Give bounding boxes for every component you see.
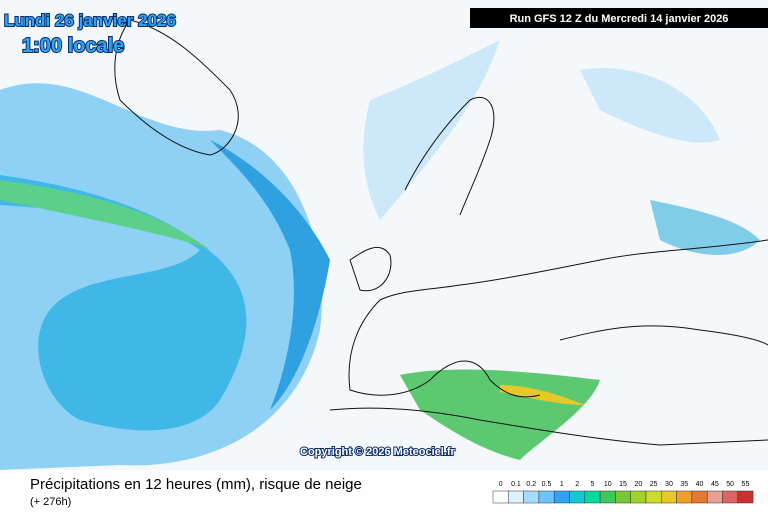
- precip-area: [650, 200, 760, 255]
- legend-label: 50: [726, 481, 734, 488]
- precip-area: [500, 385, 585, 405]
- legend-label: 2: [575, 481, 579, 488]
- copyright: Copyright © 2026 Meteociel.fr: [300, 446, 456, 458]
- legend-label: 0.5: [542, 481, 552, 488]
- legend-swatch: [706, 490, 723, 504]
- precip-area: [363, 40, 500, 220]
- coastlines: [114, 19, 768, 446]
- legend-label: 25: [650, 481, 658, 488]
- legend-swatch: [661, 490, 677, 504]
- legend-swatch: [676, 490, 693, 504]
- map-date: Lundi 26 janvier 2026: [4, 11, 176, 30]
- legend-label: 30: [665, 481, 673, 488]
- precip-area: [400, 369, 600, 460]
- caption-subtitle: (+ 276h): [30, 496, 71, 508]
- legend-swatch: [615, 490, 631, 504]
- legend-swatch: [722, 490, 739, 504]
- legend-label: 35: [680, 481, 688, 488]
- legend-swatch: [569, 490, 586, 504]
- run-box: [470, 8, 768, 28]
- legend-label: 10: [604, 481, 612, 488]
- legend-swatch: [538, 490, 555, 504]
- legend-label: 5: [590, 481, 594, 488]
- legend-swatch: [508, 490, 524, 504]
- precip-area: [580, 68, 720, 143]
- legend-label: 0.1: [511, 481, 521, 488]
- map: [0, 0, 768, 471]
- legend-label: 55: [742, 481, 750, 488]
- precip-area: [210, 140, 330, 410]
- legend-swatch: [737, 490, 754, 504]
- legend-label: 40: [696, 481, 704, 488]
- legend-swatch: [630, 490, 647, 504]
- legend-label: 20: [634, 481, 642, 488]
- caption-title: Précipitations en 12 heures (mm), risque…: [30, 476, 362, 493]
- legend-swatch: [645, 490, 662, 504]
- legend-swatch: [691, 490, 708, 504]
- legend-swatch: [492, 490, 509, 504]
- run-label: Run GFS 12 Z du Mercredi 14 janvier 2026: [510, 13, 729, 25]
- legend-swatch: [584, 490, 601, 504]
- legend-label: 15: [619, 481, 627, 488]
- precip-area: [0, 180, 210, 250]
- legend-swatch: [523, 490, 540, 504]
- map-time: 1:00 locale: [22, 35, 124, 57]
- legend: 0 0.1 0.2 0.5 1 2 5 10 15 20 25 30 35 40 45 50 55: [492, 481, 754, 504]
- legend-label: 1: [560, 481, 564, 488]
- legend-label: 0.2: [526, 481, 536, 488]
- legend-swatch: [599, 490, 616, 504]
- legend-label: 45: [711, 481, 719, 488]
- legend-label: 0: [499, 481, 503, 488]
- legend-swatch: [553, 490, 570, 504]
